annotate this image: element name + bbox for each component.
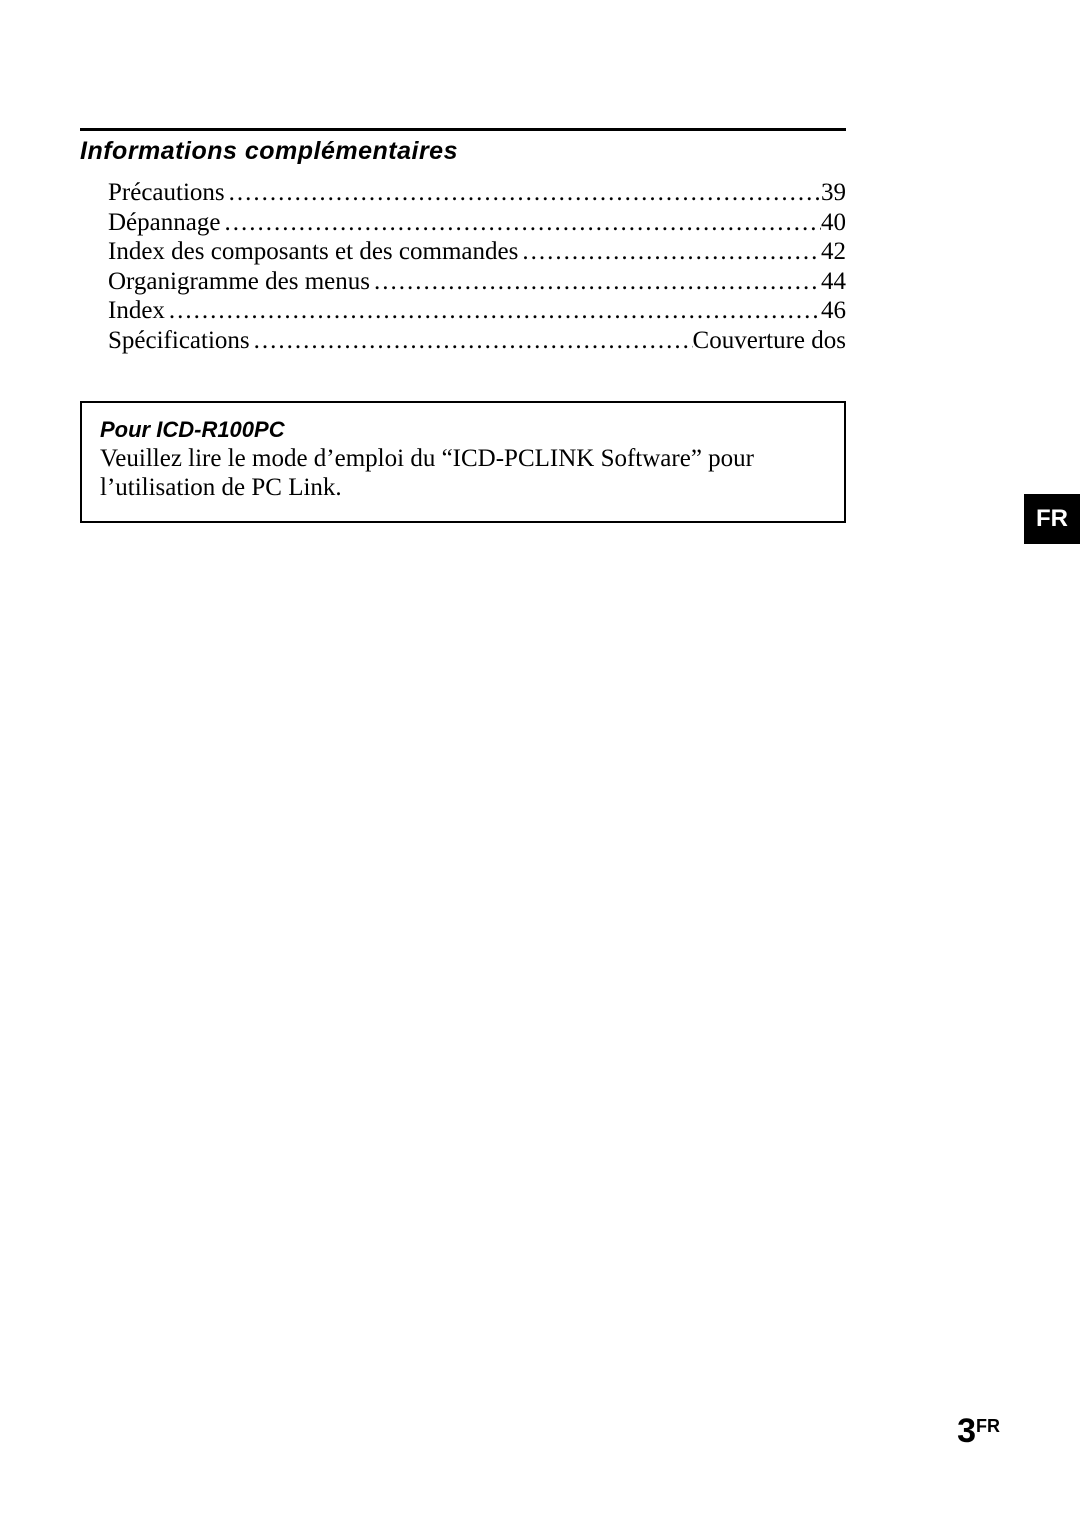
section-heading: Informations complémentaires (80, 137, 846, 166)
page-number: 3 (957, 1412, 976, 1450)
note-title: Pour ICD-R100PC (100, 417, 826, 443)
toc-page: 39 (821, 178, 846, 208)
toc-entry: Index 46 (108, 296, 846, 326)
toc-leader-dots (250, 326, 693, 356)
toc-leader-dots (518, 237, 821, 267)
toc-page: Couverture dos (693, 326, 846, 356)
toc-leader-dots (370, 267, 821, 297)
table-of-contents: Précautions 39 Dépannage 40 Index des co… (80, 178, 846, 355)
toc-label: Précautions (108, 178, 225, 208)
toc-label: Index des composants et des commandes (108, 237, 518, 267)
toc-leader-dots (220, 208, 821, 238)
note-box: Pour ICD-R100PC Veuillez lire le mode d’… (80, 401, 846, 523)
toc-page: 42 (821, 237, 846, 267)
toc-entry: Dépannage 40 (108, 208, 846, 238)
toc-entry: Index des composants et des commandes 42 (108, 237, 846, 267)
horizontal-rule (80, 128, 846, 131)
toc-leader-dots (225, 178, 821, 208)
toc-label: Index (108, 296, 165, 326)
toc-entry: Spécifications Couverture dos (108, 326, 846, 356)
note-body: Veuillez lire le mode d’emploi du “ICD-P… (100, 445, 826, 503)
toc-page: 46 (821, 296, 846, 326)
page-content: Informations complémentaires Précautions… (80, 128, 846, 523)
toc-entry: Précautions 39 (108, 178, 846, 208)
toc-label: Dépannage (108, 208, 220, 238)
toc-label: Spécifications (108, 326, 250, 356)
toc-page: 44 (821, 267, 846, 297)
language-tab: FR (1024, 494, 1080, 544)
toc-leader-dots (165, 296, 821, 326)
toc-label: Organigramme des menus (108, 267, 370, 297)
page-lang: FR (976, 1416, 1000, 1436)
toc-page: 40 (821, 208, 846, 238)
toc-entry: Organigramme des menus 44 (108, 267, 846, 297)
page-footer: 3FR (957, 1412, 1000, 1451)
